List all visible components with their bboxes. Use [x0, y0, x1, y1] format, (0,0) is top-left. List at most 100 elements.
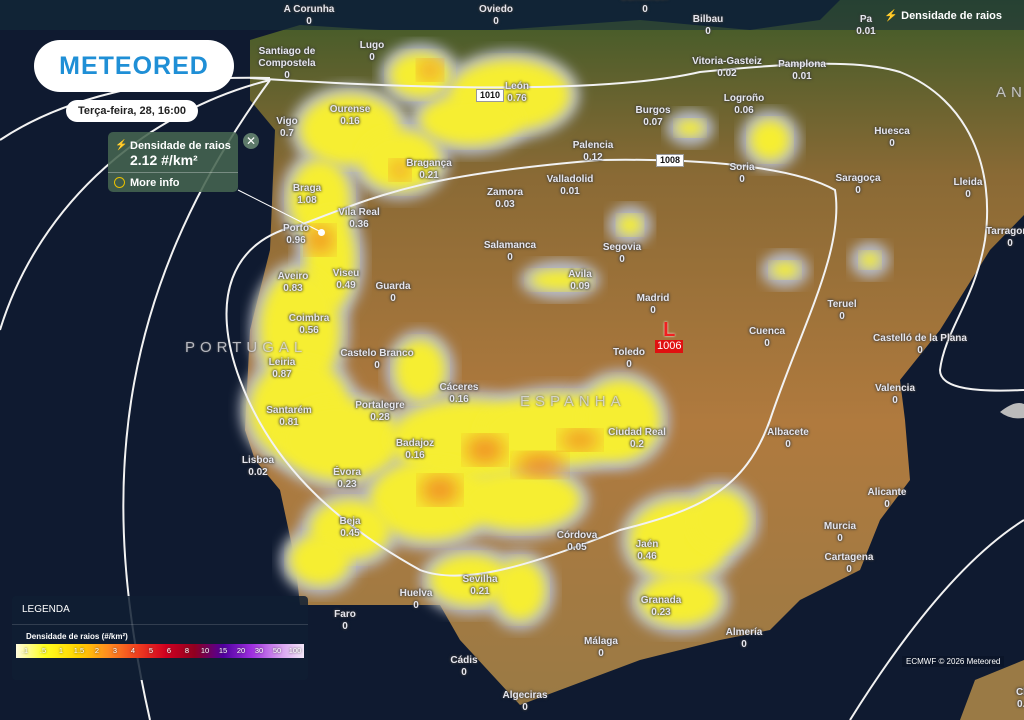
lightning-cell [750, 120, 790, 160]
lightning-cell [290, 535, 350, 585]
tooltip-value: 2.12 #/km² [130, 152, 198, 168]
city-label[interactable]: Vitoria-Gasteiz 0.02 [692, 56, 762, 80]
city-label[interactable]: Toledo 0 [613, 347, 645, 371]
city-label[interactable]: Jaén 0.46 [636, 539, 659, 563]
lightning-cell [420, 476, 460, 504]
city-label[interactable]: Granada 0.23 [641, 595, 682, 619]
city-label[interactable]: Bilbau 0 [693, 14, 724, 38]
city-label[interactable]: Soria 0 [729, 162, 754, 186]
city-label[interactable]: Braga 1.08 [293, 183, 321, 207]
city-name: Vitoria-Gasteiz [692, 56, 762, 67]
city-label[interactable]: Vigo 0.7 [276, 116, 297, 140]
legend-tick: 30 [254, 646, 264, 655]
city-label[interactable]: Guarda 0 [375, 281, 410, 305]
divider [12, 624, 308, 625]
city-label[interactable]: Portalegre 0.28 [355, 400, 404, 424]
legend-unit: Densidade de raios (#/km²) [26, 632, 128, 641]
city-label[interactable]: Avila 0.09 [568, 269, 592, 293]
meteored-logo[interactable]: METEORED [34, 40, 234, 92]
city-value: 0.16 [449, 394, 469, 405]
city-label[interactable]: Ciudad Real 0.2 [608, 427, 666, 451]
city-label[interactable]: Lugo 0 [360, 40, 384, 64]
city-label[interactable]: Bragança 0.21 [406, 158, 452, 182]
city-label[interactable]: Oviedo 0 [479, 4, 513, 28]
city-label[interactable]: Castelló de la Plana 0 [873, 333, 967, 357]
city-label[interactable]: A Corunha 0 [284, 4, 335, 28]
low-pressure-value: 1006 [655, 340, 684, 353]
city-label[interactable]: Lleida 0 [954, 177, 983, 201]
city-label[interactable]: Aveiro 0.83 [278, 271, 309, 295]
layer-title[interactable]: ⚡ Densidade de raios [884, 10, 1002, 22]
city-label[interactable]: Viseu 0.49 [333, 268, 360, 292]
city-label[interactable]: Santiago de Compostela 0 [247, 46, 327, 82]
city-label[interactable]: Almería 0 [726, 627, 763, 651]
city-label[interactable]: Vila Real 0.36 [338, 207, 380, 231]
city-label[interactable]: Coimbra 0.56 [289, 313, 330, 337]
city-label[interactable]: Faro 0 [334, 609, 356, 633]
city-label[interactable]: Cádis 0 [450, 655, 477, 679]
island [1000, 403, 1024, 419]
city-label[interactable]: Teruel 0 [827, 299, 856, 323]
city-label[interactable]: Murcia 0 [824, 521, 856, 545]
city-label[interactable]: Zamora 0.03 [487, 187, 523, 211]
city-label[interactable]: Cartagena 0 [825, 552, 874, 576]
city-label[interactable]: Leiria 0.87 [269, 357, 296, 381]
city-label[interactable]: Ourense 0.16 [330, 104, 371, 128]
city-value: 0 [626, 359, 632, 370]
city-value: 0 [598, 648, 604, 659]
forecast-datetime[interactable]: Terça-feira, 28, 16:00 [66, 100, 199, 122]
city-label[interactable]: Beja 0.45 [339, 516, 360, 540]
city-label[interactable]: León 0.76 [505, 81, 529, 105]
city-label[interactable]: Salamanca 0 [484, 240, 536, 264]
isobar-label: 1010 [476, 89, 505, 102]
city-label[interactable]: Badajoz 0.16 [396, 438, 434, 462]
city-value: 0 [889, 138, 895, 149]
city-label[interactable]: Pamplona 0.01 [778, 59, 826, 83]
city-label[interactable]: Sevilha 0.21 [462, 574, 497, 598]
city-name: Huesca [874, 126, 910, 137]
city-name: Lisboa [241, 455, 275, 466]
city-label[interactable]: Huelva 0 [400, 588, 433, 612]
isobar-label: 1008 [656, 154, 685, 167]
city-label[interactable]: Lisboa 0.02 [242, 455, 274, 479]
city-value: 0.46 [637, 551, 657, 562]
city-label[interactable]: Burgos 0.07 [636, 105, 671, 129]
lightning-cell [690, 490, 750, 550]
city-label[interactable]: Albacete 0 [767, 427, 809, 451]
legend-title[interactable]: LEGENDA [22, 604, 70, 615]
city-value: 0.03 [495, 199, 515, 210]
city-label[interactable]: Santarém 0.81 [266, 405, 312, 429]
city-name: Albacete [767, 427, 809, 438]
city-label[interactable]: Évora 0.23 [333, 467, 361, 491]
legend-tick: 20 [236, 646, 246, 655]
city-label[interactable]: Córdova 0.05 [557, 530, 598, 554]
city-label[interactable]: Palencia 0.12 [573, 140, 614, 164]
city-label[interactable]: Santander0 [621, 0, 670, 16]
city-label[interactable]: Chl0.8 [1016, 687, 1024, 711]
city-label[interactable]: Alicante 0 [868, 487, 907, 511]
city-label[interactable]: Porto 0.96 [283, 223, 309, 247]
city-label[interactable]: Cuenca 0 [749, 326, 785, 350]
city-value: 0.83 [283, 283, 303, 294]
city-label[interactable]: Tarragona0 [986, 226, 1024, 250]
close-icon[interactable]: ✕ [243, 133, 259, 149]
low-symbol: L [663, 319, 676, 341]
city-label[interactable]: Cáceres 0.16 [440, 382, 479, 406]
city-label[interactable]: Huesca 0 [874, 126, 910, 150]
more-info-link[interactable]: More info [130, 177, 180, 189]
city-label[interactable]: Saragoça 0 [835, 173, 880, 197]
city-label[interactable]: Algeciras 0 [502, 690, 547, 714]
city-value: 0 [837, 533, 843, 544]
city-label[interactable]: Segovia 0 [603, 242, 641, 266]
city-label[interactable]: Valladolid 0.01 [547, 174, 594, 198]
map-pin[interactable] [318, 229, 325, 236]
city-label[interactable]: Pa 0.01 [856, 14, 875, 38]
city-label[interactable]: Castelo Branco 0 [340, 348, 413, 372]
city-label[interactable]: Valencia 0 [875, 383, 915, 407]
city-label[interactable]: Madrid 0 [637, 293, 670, 317]
city-label[interactable]: Málaga 0 [584, 636, 618, 660]
city-name: Ourense [329, 104, 371, 115]
city-label[interactable]: Logroño 0.06 [724, 93, 765, 117]
city-name: Aveiro [277, 271, 309, 282]
